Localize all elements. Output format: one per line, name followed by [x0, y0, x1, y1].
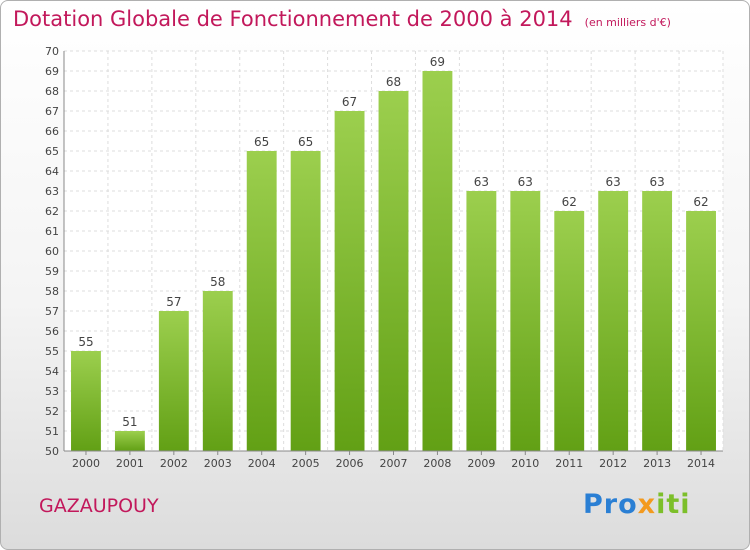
labels: 50 51 52 53 54 55 56 57 58 59 60 61 62 63 64 65 66 67 68 69…	[45, 45, 715, 470]
x-tick-label: 2007	[380, 457, 408, 470]
x-tick-label: 2014	[687, 457, 715, 470]
chart-title-text: Dotation Globale de Fonctionnement de 20…	[13, 7, 573, 31]
bar	[246, 151, 277, 451]
bar-value-label: 65	[254, 135, 269, 149]
y-tick-label: 63	[45, 185, 59, 198]
x-tick-label: 2010	[511, 457, 539, 470]
y-tick-label: 70	[45, 45, 59, 58]
bar-value-label: 55	[78, 335, 93, 349]
y-tick-label: 51	[45, 425, 59, 438]
bar	[158, 311, 189, 451]
bars	[71, 71, 716, 451]
y-tick-label: 65	[45, 145, 59, 158]
x-tick-label: 2004	[248, 457, 276, 470]
chart-subtitle: (en milliers d'€)	[584, 16, 671, 29]
y-tick-label: 61	[45, 225, 59, 238]
chart-title: Dotation Globale de Fonctionnement de 20…	[13, 7, 671, 31]
bar	[334, 111, 365, 451]
y-tick-label: 52	[45, 405, 59, 418]
y-tick-label: 55	[45, 345, 59, 358]
x-tick-label: 2008	[423, 457, 451, 470]
x-tick-label: 2000	[72, 457, 100, 470]
bar	[422, 71, 453, 451]
bar-value-label: 63	[518, 175, 533, 189]
x-tick-label: 2009	[467, 457, 495, 470]
y-tick-label: 66	[45, 125, 59, 138]
proxiti-logo: Proxiti	[583, 489, 691, 520]
bar	[290, 151, 321, 451]
y-tick-label: 67	[45, 105, 59, 118]
y-tick-label: 54	[45, 365, 59, 378]
bar-value-label: 63	[649, 175, 664, 189]
y-tick-label: 59	[45, 265, 59, 278]
bar	[114, 431, 145, 451]
x-tick-label: 2005	[292, 457, 320, 470]
bar	[554, 211, 585, 451]
y-tick-label: 64	[45, 165, 59, 178]
bar	[642, 191, 673, 451]
x-tick-label: 2002	[160, 457, 188, 470]
y-tick-label: 57	[45, 305, 59, 318]
y-tick-label: 68	[45, 85, 59, 98]
x-tick-label: 2003	[204, 457, 232, 470]
bar	[202, 291, 233, 451]
bar-value-label: 63	[606, 175, 621, 189]
bar	[510, 191, 541, 451]
bar	[378, 91, 409, 451]
y-tick-label: 58	[45, 285, 59, 298]
x-tick-label: 2001	[116, 457, 144, 470]
x-tick-label: 2011	[555, 457, 583, 470]
bar	[71, 351, 101, 451]
y-tick-label: 50	[45, 445, 59, 458]
bar-value-label: 67	[342, 95, 357, 109]
x-tick-label: 2013	[643, 457, 671, 470]
y-tick-label: 56	[45, 325, 59, 338]
x-tick-label: 2012	[599, 457, 627, 470]
bar-value-label: 51	[122, 415, 137, 429]
bar-value-label: 68	[386, 75, 401, 89]
y-tick-label: 62	[45, 205, 59, 218]
logo-part-1: Pro	[583, 489, 638, 520]
logo-part-2: x	[637, 489, 657, 520]
bar	[466, 191, 497, 451]
commune-name: GAZAUPOUY	[39, 495, 159, 517]
bar-value-label: 62	[562, 195, 577, 209]
y-tick-label: 60	[45, 245, 59, 258]
bar-value-label: 62	[693, 195, 708, 209]
bar-value-label: 63	[474, 175, 489, 189]
y-tick-label: 69	[45, 65, 59, 78]
bar-value-label: 65	[298, 135, 313, 149]
bar-value-label: 69	[430, 55, 445, 69]
bar	[598, 191, 629, 451]
bar-value-label: 58	[210, 275, 225, 289]
bar	[686, 211, 716, 451]
y-tick-label: 53	[45, 385, 59, 398]
logo-part-3: iti	[656, 489, 691, 520]
bar-value-label: 57	[166, 295, 181, 309]
x-tick-label: 2006	[336, 457, 364, 470]
axes	[63, 51, 723, 455]
